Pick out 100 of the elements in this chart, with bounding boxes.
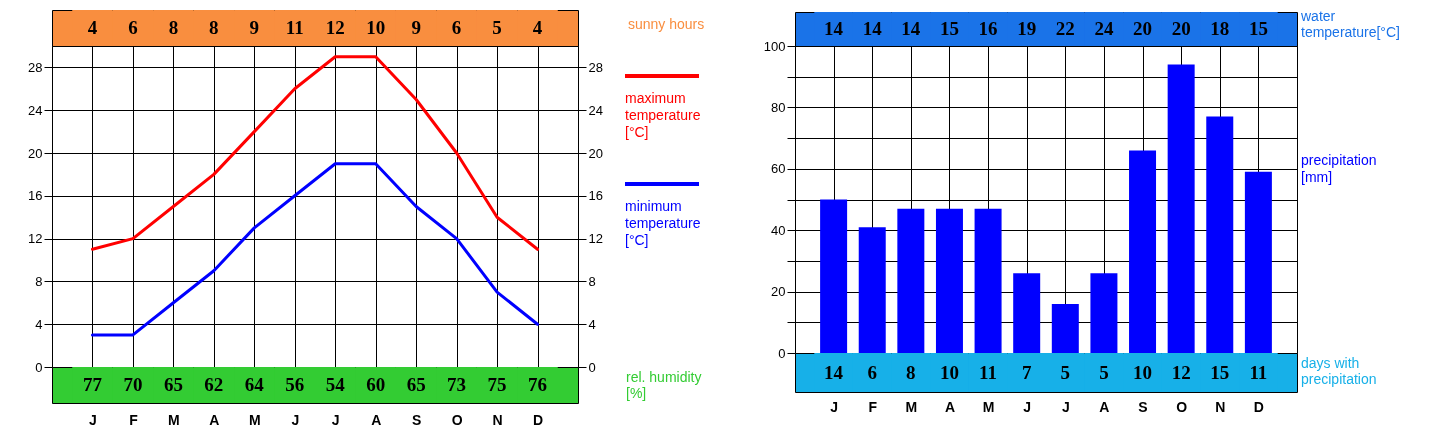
data-label: 20 [1171, 18, 1191, 39]
data-label: 11 [285, 17, 304, 38]
data-label: 6 [128, 17, 138, 38]
data-label: 8 [168, 17, 179, 38]
data-label: 10 [1133, 361, 1153, 383]
bar [1244, 171, 1272, 353]
x-tick-label: J [331, 411, 340, 428]
x-tick-label: O [451, 411, 463, 428]
line-series [90, 55, 540, 251]
text: precipitation [mm] [1301, 152, 1377, 185]
x-tick-label: M [982, 398, 995, 415]
data-label: 62 [204, 374, 224, 395]
data-label: 64 [244, 374, 265, 395]
y2-tick-label: 24 [588, 102, 603, 118]
data-label: 15 [1248, 18, 1268, 39]
x-tick-label: J [89, 411, 97, 428]
bar [1051, 303, 1079, 353]
data-label: 5 [1060, 361, 1071, 383]
data-label: 76 [528, 374, 548, 395]
x-tick-label: A [944, 398, 956, 415]
bar [897, 208, 925, 353]
x-tick-label: F [129, 411, 139, 428]
data-label: 19 [1017, 18, 1037, 39]
y-tick-label: 16 [28, 188, 43, 204]
bar [820, 199, 848, 353]
data-label: 4 [532, 17, 543, 38]
y-tick-label: 4 [35, 316, 43, 332]
data-label: 75 [487, 374, 507, 395]
data-label: 22 [1055, 18, 1075, 39]
y-tick-label: 20 [771, 284, 786, 300]
data-label: 5 [1099, 361, 1109, 383]
x-tick-label: O [1176, 398, 1188, 415]
x-tick-label: N [492, 411, 503, 428]
x-tick-label: M [168, 411, 180, 428]
y2-tick-label: 8 [588, 273, 596, 289]
y-tick-label: 8 [35, 273, 43, 289]
data-label: 20 [1133, 18, 1153, 39]
x-tick-label: J [291, 411, 300, 428]
data-label: 10 [366, 17, 386, 38]
x-tick-label: D [1253, 398, 1264, 415]
legend-label: rel. humidity [%] [626, 369, 702, 401]
y-tick-label: 0 [35, 359, 43, 375]
data-label: 6 [451, 17, 462, 38]
bar [974, 208, 1002, 353]
bar [1090, 273, 1118, 353]
y-tick-label: 28 [28, 59, 43, 75]
data-label: 6 [867, 361, 877, 383]
y2-tick-label: 4 [588, 316, 596, 332]
data-label: 4 [87, 17, 98, 38]
bar [935, 208, 963, 353]
y-tick-label: 100 [763, 38, 786, 54]
data-label: 14 [824, 361, 844, 383]
data-label: 11 [1249, 361, 1268, 383]
data-label: 5 [492, 17, 502, 38]
bar [1167, 64, 1195, 353]
data-label: 56 [285, 374, 305, 395]
x-tick-label: J [1023, 398, 1032, 415]
data-label: 16 [978, 18, 998, 39]
y-tick-label: 60 [771, 161, 786, 177]
x-tick-label: S [411, 411, 422, 428]
bar [1013, 273, 1041, 353]
y-tick-label: 24 [28, 102, 43, 118]
data-label: 8 [209, 17, 219, 38]
data-label: 9 [411, 17, 421, 38]
data-label: 15 [1210, 361, 1230, 383]
data-label: 54 [325, 374, 346, 395]
x-tick-label: D [532, 411, 544, 428]
data-label: 9 [249, 17, 260, 38]
data-label: 10 [939, 361, 959, 383]
bar [1206, 116, 1234, 353]
data-label: 70 [123, 374, 143, 395]
y-tick-label: 80 [771, 99, 786, 115]
y2-tick-label: 20 [588, 145, 603, 161]
data-label: 7 [1021, 361, 1032, 383]
data-label: 12 [325, 17, 345, 38]
line-series [90, 162, 540, 337]
x-tick-label: J [830, 398, 839, 415]
x-tick-label: M [905, 398, 918, 415]
data-label: 65 [163, 374, 183, 395]
bar [858, 227, 886, 353]
x-tick-label: J [1061, 398, 1070, 415]
data-label: 14 [824, 18, 844, 39]
data-label: 73 [447, 374, 467, 395]
x-tick-label: M [248, 411, 261, 428]
x-tick-label: A [209, 411, 220, 428]
x-tick-label: N [1215, 398, 1226, 415]
data-label: 60 [366, 374, 386, 395]
legend-label: sunny hours [628, 16, 705, 32]
data-label: 65 [406, 374, 426, 395]
data-label: 8 [906, 361, 916, 383]
text: maximum temperature [°C] [625, 90, 701, 140]
data-label: 12 [1171, 361, 1191, 383]
legend-label: water temperature[°C] [1300, 8, 1400, 40]
y-tick-label: 12 [28, 231, 43, 247]
bar [1129, 150, 1157, 353]
y2-tick-label: 16 [588, 188, 603, 204]
x-tick-label: S [1138, 398, 1148, 415]
x-tick-label: A [1099, 398, 1110, 415]
x-tick-label: F [868, 398, 878, 415]
legend-label: days with precipitation [1301, 355, 1377, 387]
